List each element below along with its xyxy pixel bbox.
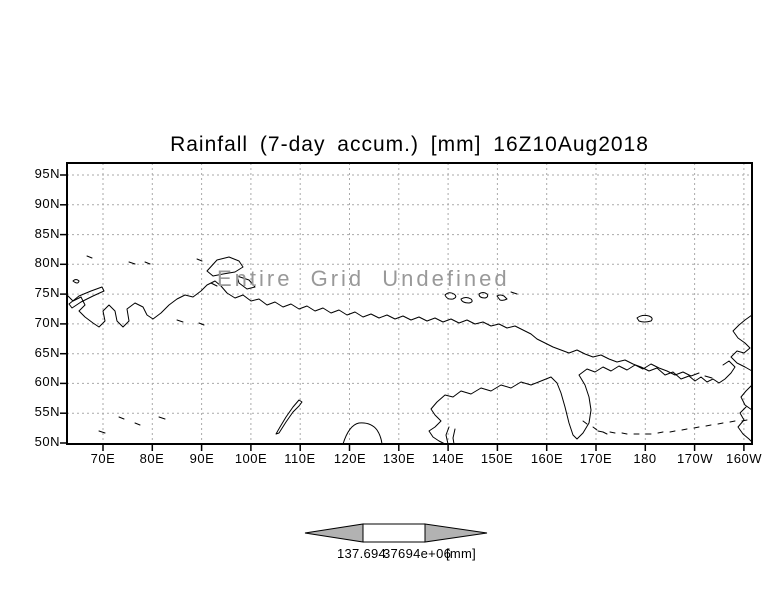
lon-tick-label: 80E — [139, 451, 165, 466]
island-severnaya-zemlya — [196, 256, 256, 290]
coastline-siberia — [66, 280, 736, 384]
lat-tick-label: 75N — [34, 285, 60, 300]
lake-hulun-arc — [342, 422, 383, 445]
colorbar — [304, 523, 488, 543]
lake-baikal — [275, 399, 303, 435]
lon-tick-label: 110E — [284, 451, 316, 466]
island-new-siberian — [444, 291, 518, 304]
lon-tick-label: 120E — [333, 451, 367, 466]
lon-tick-label: 160W — [726, 451, 762, 466]
plot-frame — [66, 162, 753, 445]
lat-tick-label: 70N — [34, 315, 60, 330]
colorbar-units-label: [mm] — [446, 546, 477, 561]
lat-tick-label: 85N — [34, 226, 60, 241]
axis-tick-marks — [60, 174, 745, 451]
lat-tick-label: 65N — [34, 345, 60, 360]
lon-tick-label: 100E — [234, 451, 268, 466]
colorbar-left-value: 137.694 — [337, 546, 387, 561]
island-kurils — [582, 420, 608, 435]
lon-tick-label: 70E — [90, 451, 116, 466]
lon-tick-label: 130E — [382, 451, 416, 466]
lat-tick-label: 60N — [34, 374, 60, 389]
island-aleutians — [597, 419, 748, 435]
coastline-layer — [66, 255, 753, 445]
lat-tick-label: 95N — [34, 166, 60, 181]
grid-undefined-message: Entire Grid Undefined — [217, 266, 510, 291]
lon-tick-label: 170E — [579, 451, 613, 466]
lon-tick-label: 160E — [530, 451, 564, 466]
lat-tick-label: 90N — [34, 196, 60, 211]
lakes-south — [98, 416, 166, 434]
lat-tick-label: 80N — [34, 255, 60, 270]
lon-tick-label: 180 — [633, 451, 657, 466]
lon-tick-label: 90E — [189, 451, 215, 466]
coastline-sakhalin — [445, 426, 456, 445]
colorbar-segment — [362, 523, 426, 543]
lon-tick-label: 140E — [431, 451, 465, 466]
graticule-gridlines — [67, 163, 752, 444]
colorbar-right-value: 37694e+06 — [383, 546, 452, 561]
lat-tick-label: 50N — [34, 434, 60, 449]
plot-title: Rainfall (7-day accum.) [mm] 16Z10Aug201… — [170, 133, 649, 156]
map-plot — [60, 162, 753, 451]
colorbar-right-arrow — [424, 523, 488, 543]
island-st-lawrence — [704, 375, 713, 379]
colorbar-left-arrow — [304, 523, 364, 543]
lon-tick-label: 170W — [677, 451, 713, 466]
coastline-alaska — [730, 314, 753, 443]
island-ob-gulf — [176, 319, 205, 326]
island-wrangel — [636, 314, 653, 323]
lat-tick-label: 55N — [34, 404, 60, 419]
island-novaya-zemlya — [68, 255, 151, 309]
coastline-kamchatka-okhotsk — [428, 363, 700, 445]
lon-tick-label: 150E — [480, 451, 514, 466]
